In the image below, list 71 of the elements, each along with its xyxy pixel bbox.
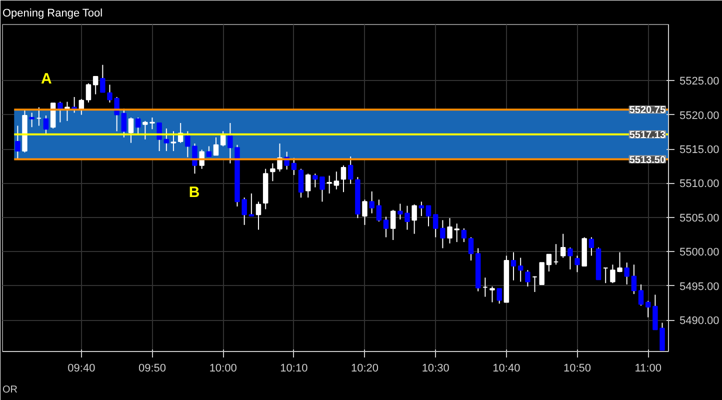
candlestick: [305, 173, 311, 198]
candlestick: [362, 199, 368, 226]
candlestick: [156, 122, 162, 152]
candlestick: [121, 108, 127, 138]
ref-line-label: 5520.75: [629, 105, 666, 116]
candlestick: [412, 204, 417, 234]
candlestick: [291, 157, 297, 176]
text: OR: [2, 384, 18, 396]
candlestick: [340, 164, 346, 193]
x-tick-label: 10:40: [492, 362, 520, 374]
candlestick: [525, 270, 530, 288]
y-tick-label: 5515.00: [680, 144, 720, 156]
x-tick-label: 11:00: [634, 362, 662, 374]
x-tick-label: 10:30: [422, 362, 450, 374]
candlestick: [638, 284, 644, 306]
candlestick: [490, 286, 495, 303]
candlestick: [432, 214, 438, 238]
x-tick-label: 10:10: [280, 362, 308, 374]
candlestick: [206, 146, 212, 158]
candlestick: [135, 117, 141, 136]
candlestick: [631, 264, 637, 295]
y-tick-label: 5525.00: [680, 76, 720, 88]
candlestick: [270, 162, 276, 182]
candlestick: [510, 252, 516, 281]
y-tick-label: 5495.00: [680, 280, 720, 293]
candlestick: [298, 168, 304, 198]
candlestick: [43, 114, 49, 136]
ref-line-label: 5513.50: [629, 154, 666, 166]
x-tick-label: 10:50: [563, 362, 592, 374]
candlestick: [348, 156, 354, 184]
candlestick: [213, 136, 219, 156]
candlestick: [248, 192, 254, 217]
candlestick: [546, 254, 552, 272]
chart-title: Opening Range Tool: [2, 8, 103, 20]
candlestick: [86, 82, 92, 103]
x-tick-label: 09:50: [138, 362, 166, 374]
annotation: B: [188, 184, 200, 202]
ref-line-label: 5517.13: [629, 130, 666, 141]
x-tick-label: 09:40: [68, 362, 96, 374]
candlestick: [390, 209, 396, 240]
candlestick: [92, 76, 98, 95]
candlestick: [334, 171, 340, 190]
candlestick: [383, 216, 389, 238]
candlestick: [645, 300, 651, 318]
candlestick: [426, 205, 432, 227]
candlestick: [539, 262, 544, 285]
candlestick: [164, 128, 170, 152]
candlestick: [418, 201, 424, 217]
candlestick: [220, 130, 226, 147]
candlestick: [256, 201, 262, 230]
candlestick: [560, 233, 566, 258]
y-tick-label: 5520.00: [680, 110, 720, 122]
y-tick-label: 5505.00: [680, 212, 720, 224]
annotation: A: [41, 70, 52, 88]
candlestick: [170, 130, 176, 152]
candlestick: [518, 257, 524, 282]
candlestick: [78, 98, 84, 116]
y-tick-label: 5490.00: [680, 315, 720, 328]
candlestick: [100, 64, 106, 93]
candlestick: [228, 122, 233, 164]
x-tick-label: 10:00: [209, 362, 237, 374]
x-tick-label: 10:20: [350, 362, 379, 374]
candlestick: [326, 175, 332, 194]
candlestick: [461, 228, 467, 243]
candlestick: [468, 236, 474, 262]
candlestick: [376, 199, 382, 222]
candlestick: [568, 247, 573, 270]
y-tick-label: 5510.00: [680, 178, 720, 190]
candlestick: [588, 236, 594, 256]
candlestick: [128, 117, 134, 144]
y-tick-label: 5500.00: [680, 246, 720, 259]
